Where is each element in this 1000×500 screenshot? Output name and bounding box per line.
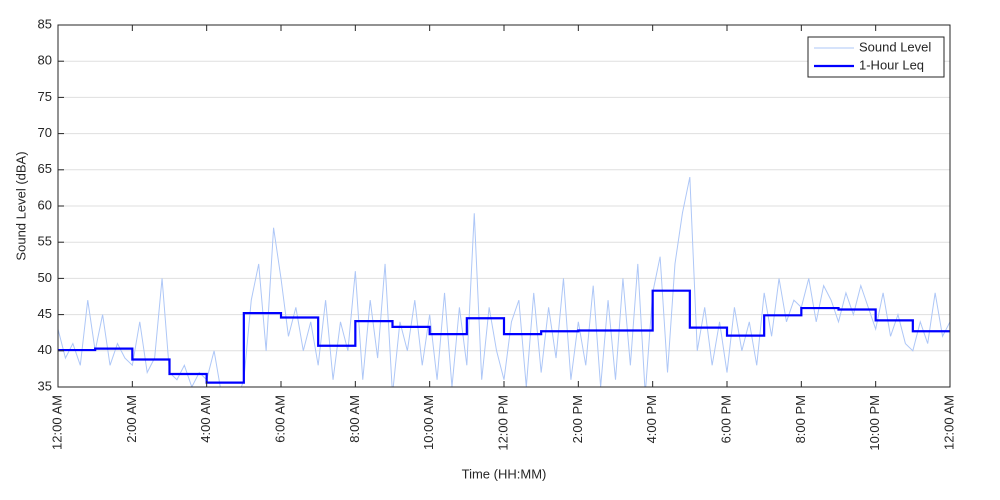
lines <box>58 176 950 387</box>
x-tick-label: 8:00 AM <box>347 395 362 443</box>
y-tick-label: 65 <box>38 161 52 176</box>
x-tick-label: 12:00 AM <box>941 395 956 450</box>
x-tick-label: 2:00 AM <box>124 395 139 443</box>
y-tick-label: 35 <box>38 378 52 393</box>
x-tick-label: 6:00 AM <box>272 395 287 443</box>
y-tick-label: 45 <box>38 306 52 321</box>
legend-label: Sound Level <box>859 39 931 54</box>
x-tick-label: 10:00 AM <box>421 395 436 450</box>
x-tick-label: 6:00 PM <box>718 395 733 443</box>
y-tick-label: 60 <box>38 197 52 212</box>
x-tick-label: 8:00 PM <box>793 395 808 443</box>
series-line <box>58 289 950 384</box>
y-tick-label: 75 <box>38 89 52 104</box>
x-tick-label: 4:00 PM <box>644 395 659 443</box>
y-tick-label: 70 <box>38 125 52 140</box>
x-tick-label: 2:00 PM <box>570 395 585 443</box>
legend-box <box>807 36 945 78</box>
x-tick-label: 10:00 PM <box>867 395 882 451</box>
legend-label: 1-Hour Leq <box>859 57 924 72</box>
y-tick-label: 50 <box>38 270 52 285</box>
y-axis-label: Sound Level (dBA) <box>13 151 28 260</box>
y-tick-label: 55 <box>38 234 52 249</box>
y-tick-label: 80 <box>38 53 52 68</box>
x-tick-label: 12:00 AM <box>49 395 64 450</box>
legend: Sound Level 1-Hour Leq <box>807 36 945 78</box>
y-tick-label: 40 <box>38 342 52 357</box>
x-axis-label: Time (HH:MM) <box>462 466 547 481</box>
x-tick-label: 4:00 AM <box>198 395 213 443</box>
axes: 35 40 45 50 55 60 65 70 75 80 85 12:00 AM 2:00 AM 4:0… <box>38 16 957 450</box>
y-tick-label: 85 <box>38 16 52 31</box>
x-tick-label: 12:00 PM <box>495 395 510 451</box>
